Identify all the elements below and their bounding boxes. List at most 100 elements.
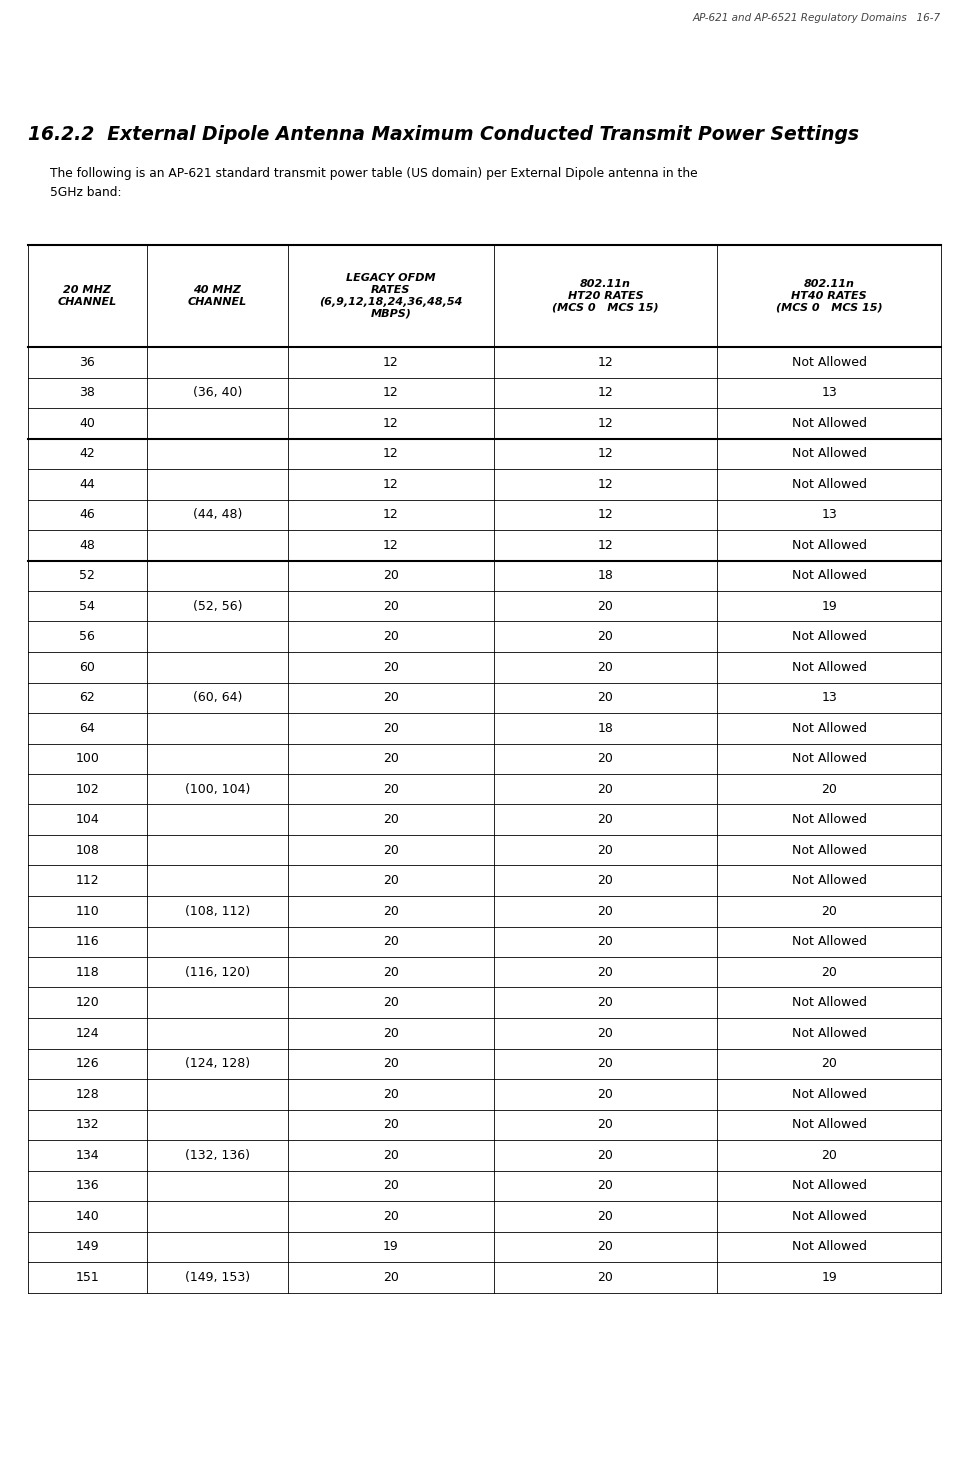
Text: Not Allowed: Not Allowed bbox=[792, 1210, 867, 1223]
Text: Not Allowed: Not Allowed bbox=[792, 1241, 867, 1253]
Text: 20: 20 bbox=[383, 722, 399, 735]
Text: 20: 20 bbox=[383, 1026, 399, 1040]
Text: Not Allowed: Not Allowed bbox=[792, 630, 867, 643]
Text: 20: 20 bbox=[383, 600, 399, 612]
Text: 120: 120 bbox=[76, 997, 99, 1009]
Text: 12: 12 bbox=[597, 538, 614, 552]
Text: 20: 20 bbox=[597, 997, 614, 1009]
Text: Not Allowed: Not Allowed bbox=[792, 935, 867, 948]
Text: 12: 12 bbox=[597, 447, 614, 460]
Text: 40 MHZ
CHANNEL: 40 MHZ CHANNEL bbox=[188, 285, 247, 308]
Text: 802.11n
HT20 RATES
(MCS 0   MCS 15): 802.11n HT20 RATES (MCS 0 MCS 15) bbox=[552, 280, 659, 314]
Text: Not Allowed: Not Allowed bbox=[792, 722, 867, 735]
Text: 20: 20 bbox=[597, 1026, 614, 1040]
Text: Not Allowed: Not Allowed bbox=[792, 997, 867, 1009]
Text: Not Allowed: Not Allowed bbox=[792, 753, 867, 765]
Text: (60, 64): (60, 64) bbox=[193, 691, 242, 704]
Text: 20: 20 bbox=[597, 1118, 614, 1131]
Text: 44: 44 bbox=[80, 478, 95, 491]
Text: (36, 40): (36, 40) bbox=[193, 386, 242, 399]
Text: 151: 151 bbox=[76, 1270, 99, 1284]
Text: 20: 20 bbox=[383, 1057, 399, 1071]
Text: Not Allowed: Not Allowed bbox=[792, 538, 867, 552]
Text: Not Allowed: Not Allowed bbox=[792, 569, 867, 583]
Text: Not Allowed: Not Allowed bbox=[792, 813, 867, 827]
Text: 20: 20 bbox=[597, 813, 614, 827]
Text: 20: 20 bbox=[383, 1149, 399, 1161]
Text: 110: 110 bbox=[76, 905, 99, 918]
Text: LEGACY OFDM
RATES
(6,9,12,18,24,36,48,54
MBPS): LEGACY OFDM RATES (6,9,12,18,24,36,48,54… bbox=[319, 274, 462, 319]
Text: 20: 20 bbox=[821, 782, 837, 796]
Text: 12: 12 bbox=[597, 356, 614, 368]
Text: 20: 20 bbox=[597, 1210, 614, 1223]
Text: 20: 20 bbox=[383, 1087, 399, 1100]
Text: 40: 40 bbox=[80, 417, 95, 430]
Text: 116: 116 bbox=[76, 935, 99, 948]
Text: 20: 20 bbox=[383, 874, 399, 887]
Text: Not Allowed: Not Allowed bbox=[792, 1118, 867, 1131]
Text: 20: 20 bbox=[383, 966, 399, 979]
Text: AP-621 and AP-6521 Regulatory Domains   16-7: AP-621 and AP-6521 Regulatory Domains 16… bbox=[692, 13, 941, 24]
Text: 20: 20 bbox=[597, 1241, 614, 1253]
Text: (44, 48): (44, 48) bbox=[193, 509, 242, 521]
Text: Not Allowed: Not Allowed bbox=[792, 874, 867, 887]
Text: 60: 60 bbox=[80, 661, 95, 674]
Text: 12: 12 bbox=[597, 478, 614, 491]
Text: 20: 20 bbox=[597, 1087, 614, 1100]
Text: 20: 20 bbox=[597, 753, 614, 765]
Text: 20: 20 bbox=[597, 782, 614, 796]
Text: 20: 20 bbox=[383, 782, 399, 796]
Text: (132, 136): (132, 136) bbox=[185, 1149, 250, 1161]
Text: Not Allowed: Not Allowed bbox=[792, 417, 867, 430]
Text: 20: 20 bbox=[383, 1210, 399, 1223]
Text: 20: 20 bbox=[383, 997, 399, 1009]
Text: 20: 20 bbox=[597, 600, 614, 612]
Text: 20: 20 bbox=[821, 1149, 837, 1161]
Text: 20: 20 bbox=[597, 1057, 614, 1071]
Text: 140: 140 bbox=[76, 1210, 99, 1223]
Text: 20: 20 bbox=[383, 935, 399, 948]
Text: (52, 56): (52, 56) bbox=[193, 600, 243, 612]
Text: 54: 54 bbox=[80, 600, 95, 612]
Text: 20 MHZ
CHANNEL: 20 MHZ CHANNEL bbox=[58, 285, 117, 308]
Text: 13: 13 bbox=[821, 509, 837, 521]
Text: 13: 13 bbox=[821, 386, 837, 399]
Text: 136: 136 bbox=[76, 1179, 99, 1192]
Text: (116, 120): (116, 120) bbox=[185, 966, 250, 979]
Text: Not Allowed: Not Allowed bbox=[792, 843, 867, 856]
Text: 19: 19 bbox=[383, 1241, 399, 1253]
Text: 20: 20 bbox=[383, 1270, 399, 1284]
Text: 20: 20 bbox=[383, 630, 399, 643]
Text: 13: 13 bbox=[821, 691, 837, 704]
Text: Not Allowed: Not Allowed bbox=[792, 1026, 867, 1040]
Text: 42: 42 bbox=[80, 447, 95, 460]
Text: (108, 112): (108, 112) bbox=[185, 905, 250, 918]
Text: 18: 18 bbox=[597, 569, 614, 583]
Text: 62: 62 bbox=[80, 691, 95, 704]
Text: Not Allowed: Not Allowed bbox=[792, 1179, 867, 1192]
Text: 20: 20 bbox=[383, 843, 399, 856]
Text: Not Allowed: Not Allowed bbox=[792, 356, 867, 368]
Text: 20: 20 bbox=[597, 905, 614, 918]
Text: 12: 12 bbox=[597, 509, 614, 521]
Text: Not Allowed: Not Allowed bbox=[792, 478, 867, 491]
Text: (100, 104): (100, 104) bbox=[185, 782, 250, 796]
Text: 20: 20 bbox=[597, 1179, 614, 1192]
Text: Not Allowed: Not Allowed bbox=[792, 1087, 867, 1100]
Text: 64: 64 bbox=[80, 722, 95, 735]
Text: 20: 20 bbox=[383, 905, 399, 918]
Text: (124, 128): (124, 128) bbox=[185, 1057, 250, 1071]
Text: 20: 20 bbox=[383, 753, 399, 765]
Text: 46: 46 bbox=[80, 509, 95, 521]
Text: 134: 134 bbox=[76, 1149, 99, 1161]
Text: 802.11n
HT40 RATES
(MCS 0   MCS 15): 802.11n HT40 RATES (MCS 0 MCS 15) bbox=[776, 280, 882, 314]
Text: 12: 12 bbox=[383, 386, 399, 399]
Text: 20: 20 bbox=[597, 843, 614, 856]
Text: 20: 20 bbox=[383, 661, 399, 674]
Text: 20: 20 bbox=[597, 935, 614, 948]
Text: 100: 100 bbox=[76, 753, 100, 765]
Text: (149, 153): (149, 153) bbox=[185, 1270, 250, 1284]
Text: 20: 20 bbox=[383, 569, 399, 583]
Text: 20: 20 bbox=[383, 1179, 399, 1192]
Text: 19: 19 bbox=[821, 1270, 837, 1284]
